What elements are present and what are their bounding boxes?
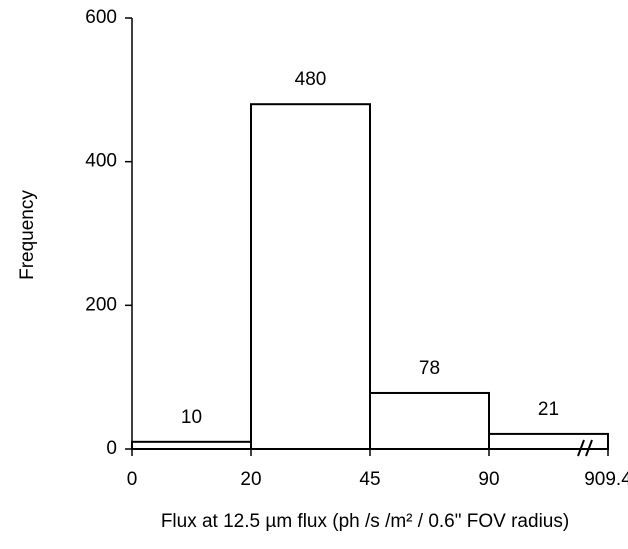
y-axis-label: Frequency (17, 190, 38, 280)
y-tick-label: 200 (85, 294, 117, 315)
bar (131, 440, 252, 451)
axis-break (577, 439, 585, 457)
bar (369, 391, 490, 450)
axis-break (585, 439, 593, 457)
x-tick-label: 909.4 (584, 469, 628, 490)
data-label: 78 (419, 358, 440, 379)
x-tick-label: 90 (478, 469, 499, 490)
x-tick-label: 45 (359, 469, 380, 490)
data-label: 10 (181, 407, 202, 428)
y-tick-label: 0 (106, 438, 117, 459)
y-tick-label: 400 (85, 151, 117, 172)
data-label: 480 (295, 69, 327, 90)
x-tick-label: 0 (127, 469, 138, 490)
x-axis-label: Flux at 12.5 µm flux (ph /s /m² / 0.6" F… (161, 511, 569, 532)
x-tick-label: 20 (240, 469, 261, 490)
data-label: 21 (538, 399, 559, 420)
bar (250, 103, 371, 450)
y-tick-label: 600 (85, 7, 117, 28)
